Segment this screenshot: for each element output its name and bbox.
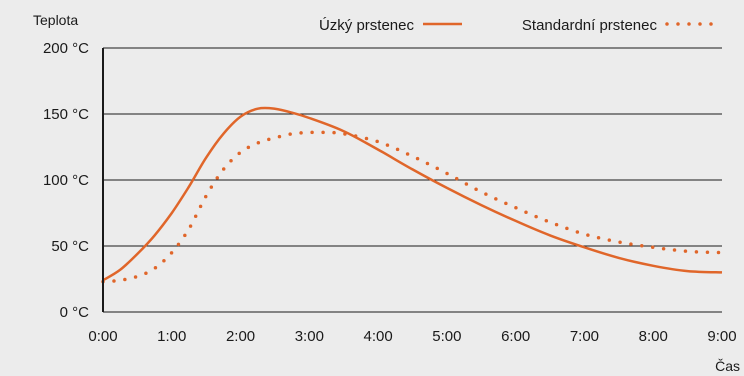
series-line-narrow-ring: [102, 106, 723, 282]
series-lines: [101, 106, 724, 284]
x-axis-title: Čas: [715, 358, 740, 374]
x-tick-label: 4:00: [364, 328, 393, 345]
x-tick-label: 5:00: [432, 328, 461, 345]
x-axis-ticks: 0:00 1:00 2:00 3:00 4:00 5:00 6:00 7:00 8:00 9:00: [88, 328, 736, 345]
y-tick-label: 50 °C: [51, 238, 89, 255]
series-line-standard-ring: [101, 130, 724, 284]
legend-label-standard-ring: Standardní prstenec: [522, 17, 658, 34]
legend-label-narrow-ring: Úzký prstenec: [319, 17, 415, 34]
x-tick-label: 9:00: [707, 328, 736, 345]
gridlines: [103, 47, 722, 313]
y-tick-label: 0 °C: [60, 304, 90, 321]
y-tick-label: 150 °C: [43, 106, 89, 123]
x-tick-label: 2:00: [226, 328, 255, 345]
y-tick-label: 100 °C: [43, 172, 89, 189]
x-tick-label: 6:00: [501, 328, 530, 345]
x-tick-label: 7:00: [570, 328, 599, 345]
legend: Úzký prstenec Standardní prstenec: [319, 17, 724, 34]
x-tick-label: 3:00: [295, 328, 324, 345]
y-tick-label: 200 °C: [43, 40, 89, 57]
y-axis-title: Teplota: [33, 12, 78, 28]
x-tick-label: 0:00: [88, 328, 117, 345]
x-tick-label: 1:00: [157, 328, 186, 345]
y-axis-ticks: 0 °C 50 °C 100 °C 150 °C 200 °C: [43, 40, 89, 321]
x-tick-label: 8:00: [639, 328, 668, 345]
